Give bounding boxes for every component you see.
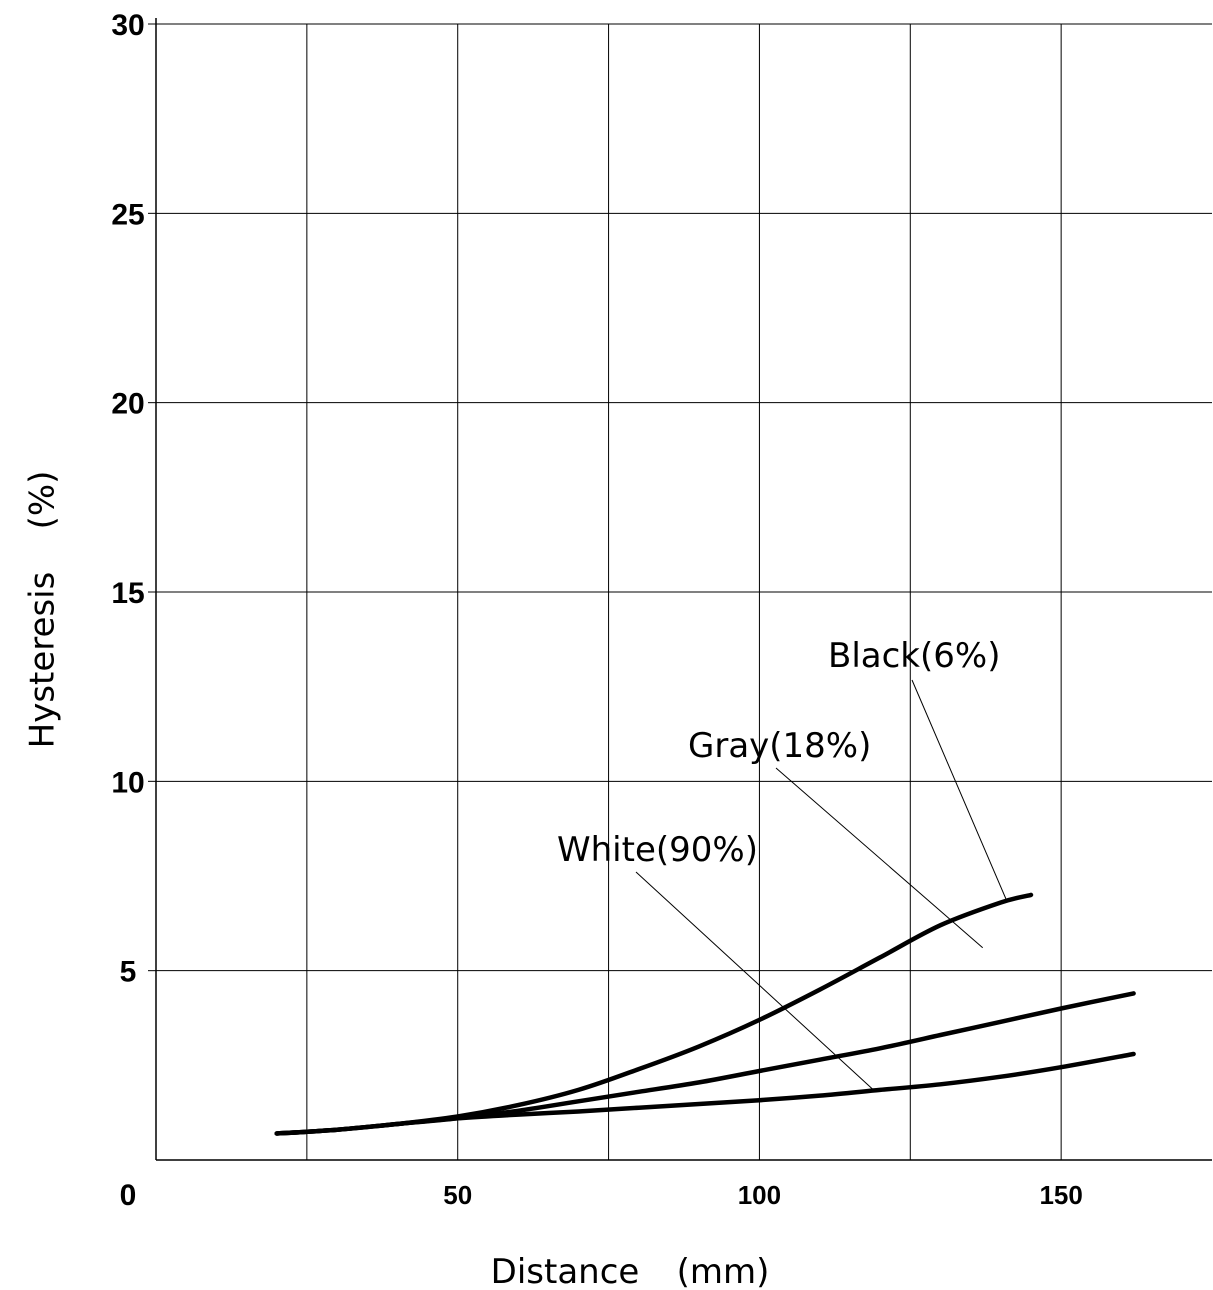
leader-line-gray	[775, 767, 984, 949]
y-axis-unit: (%)	[23, 471, 63, 530]
x-tick-label: 100	[738, 1180, 781, 1210]
origin-label: 0	[120, 1179, 137, 1212]
grid	[156, 23, 1212, 1160]
x-axis-unit: (mm)	[677, 1252, 770, 1290]
series-label-white: White(90%)	[557, 830, 758, 870]
y-axis-title: Hysteresis	[23, 572, 63, 749]
series-line-black	[274, 892, 1034, 1136]
leader-line-white	[635, 871, 875, 1091]
y-tick-labels: 30 25 20 15 10 5	[111, 9, 144, 989]
x-axis-label: Distance (mm)	[491, 1252, 770, 1290]
axes	[148, 18, 1212, 1161]
y-tick-label: 30	[111, 9, 144, 42]
y-tick-label: 10	[111, 766, 144, 799]
y-tick-label: 15	[111, 577, 144, 610]
y-axis-label: Hysteresis (%)	[23, 471, 63, 749]
series-lines	[274, 892, 1136, 1136]
leader-line-black	[911, 679, 1008, 902]
x-tick-labels: 50 100 150	[443, 1180, 1083, 1210]
x-tick-label: 50	[443, 1180, 472, 1210]
x-tick-label: 150	[1039, 1180, 1082, 1210]
series-line-gray	[274, 991, 1136, 1136]
x-axis-title: Distance	[491, 1252, 640, 1290]
y-tick-label: 25	[111, 198, 144, 231]
y-tick-label: 5	[120, 956, 137, 989]
series-label-black: Black(6%)	[828, 636, 1000, 676]
series-label-gray: Gray(18%)	[688, 726, 871, 766]
series-callouts: Black(6%) Gray(18%) White(90%)	[557, 636, 1008, 1091]
y-tick-label: 20	[111, 388, 144, 421]
series-line-white	[274, 1051, 1136, 1136]
